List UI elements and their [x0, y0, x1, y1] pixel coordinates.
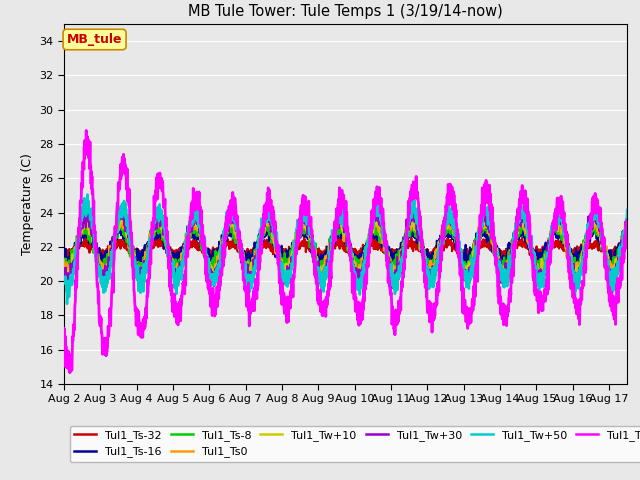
Legend: Tul1_Ts-32, Tul1_Ts-16, Tul1_Ts-8, Tul1_Ts0, Tul1_Tw+10, Tul1_Tw+30, Tul1_Tw+50,: Tul1_Ts-32, Tul1_Ts-16, Tul1_Ts-8, Tul1_…	[70, 426, 640, 462]
Y-axis label: Temperature (C): Temperature (C)	[20, 153, 34, 255]
Text: MB_tule: MB_tule	[67, 33, 122, 46]
Title: MB Tule Tower: Tule Temps 1 (3/19/14-now): MB Tule Tower: Tule Temps 1 (3/19/14-now…	[188, 4, 503, 19]
